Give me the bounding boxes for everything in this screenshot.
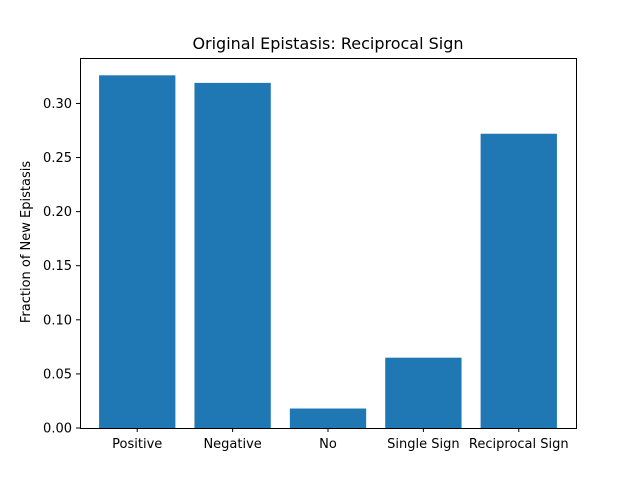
x-tick-label: No bbox=[319, 437, 337, 452]
x-tick-label: Single Sign bbox=[387, 437, 459, 452]
bar-negative bbox=[194, 82, 271, 428]
ticks-group: Positive Negative No Single Sign Reciprocal … bbox=[43, 97, 569, 452]
bar-reciprocal-sign bbox=[480, 133, 557, 428]
bars-group bbox=[99, 75, 557, 429]
y-axis-label: Fraction of New Epistasis bbox=[19, 161, 34, 323]
chart-title: Original Epistasis: Reciprocal Sign bbox=[192, 34, 463, 53]
x-tick-label: Positive bbox=[112, 437, 162, 452]
bar-no bbox=[289, 408, 367, 428]
y-tick-label: 0.10 bbox=[43, 313, 72, 328]
y-tick-label: 0.05 bbox=[43, 367, 72, 382]
y-tick-label: 0.00 bbox=[43, 422, 72, 437]
x-tick-label: Reciprocal Sign bbox=[469, 437, 569, 452]
y-tick-label: 0.20 bbox=[43, 205, 72, 220]
y-tick-label: 0.30 bbox=[43, 97, 72, 112]
y-tick-label: 0.15 bbox=[43, 259, 72, 274]
bar-positive bbox=[99, 75, 176, 429]
y-tick-label: 0.25 bbox=[43, 151, 72, 166]
bar-single-sign bbox=[385, 357, 462, 428]
x-tick-label: Negative bbox=[203, 437, 261, 452]
plot-frame bbox=[80, 58, 577, 429]
